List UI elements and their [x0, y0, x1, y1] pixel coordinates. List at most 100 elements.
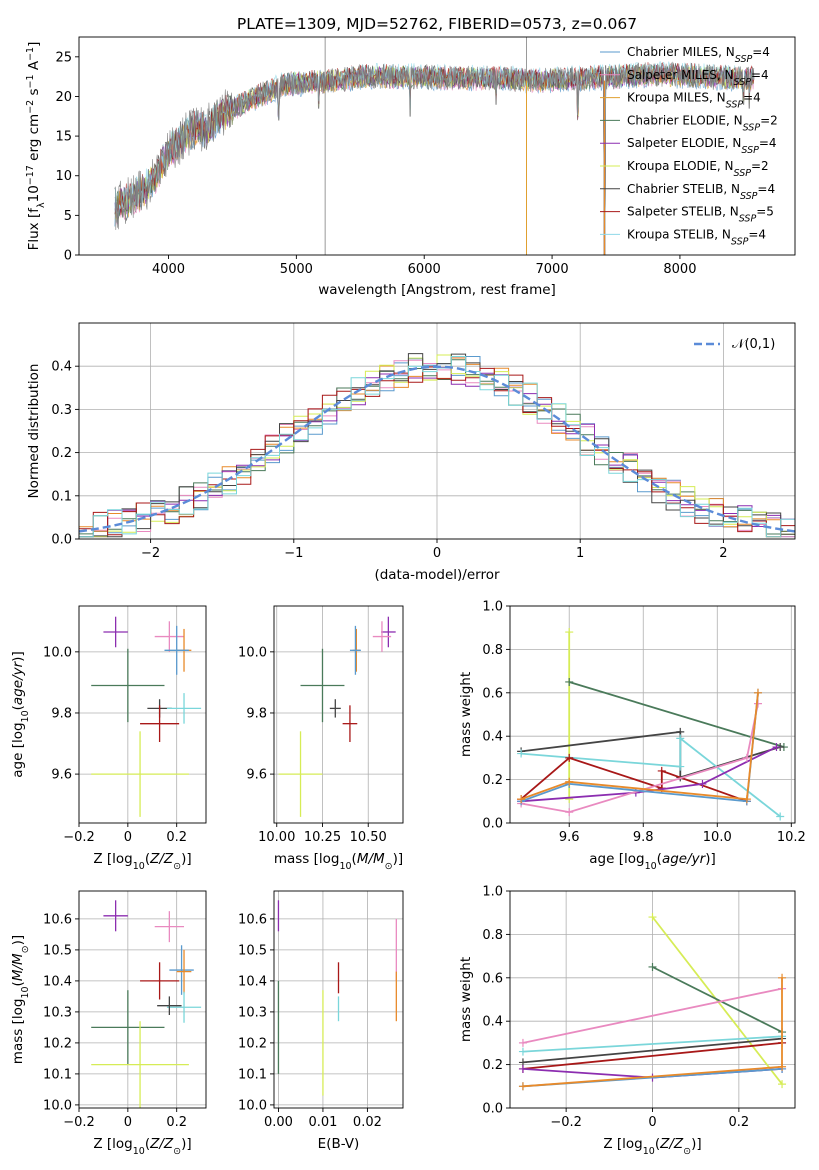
x-tick-label: 0.2 [166, 830, 187, 845]
y-tick-label: 0.2 [51, 446, 72, 461]
weight-series [520, 703, 759, 814]
legend-entry: Salpeter MILES, NSSP=4 [627, 68, 769, 88]
data-point [565, 628, 574, 637]
label-part: )] [393, 851, 404, 867]
data-point [565, 808, 574, 817]
data-point [778, 1080, 787, 1089]
y-tick-label: 20 [55, 90, 72, 105]
label-part: age/yr [662, 851, 707, 867]
y-tick-label: 0.6 [482, 971, 503, 986]
normal-curve [78, 365, 796, 533]
x-tick-label: 0.00 [264, 1115, 293, 1130]
plot-content [91, 616, 202, 817]
y-tick-label: 10.2 [238, 1036, 267, 1051]
y-tick-label: 15 [55, 130, 72, 145]
y-tick-label: 1.0 [482, 600, 503, 615]
label-part: Chabrier ELODIE, N [627, 113, 743, 127]
y-tick-label: 0.6 [482, 686, 503, 701]
data-point [565, 753, 574, 762]
data-point [778, 973, 787, 982]
label-part: −1 [25, 74, 36, 88]
y-tick-label: 0.2 [482, 773, 503, 788]
x-axis-label: age [log10(age/yr)] [589, 851, 715, 872]
axes-frame [78, 890, 207, 1109]
y-tick-label: 10.2 [43, 1036, 72, 1051]
axes-frame [509, 605, 796, 824]
label-part: A [26, 60, 42, 74]
y-tick-label: 10.1 [43, 1067, 72, 1082]
data-point [742, 753, 751, 762]
x-tick-label: 5000 [280, 262, 313, 277]
data-point [778, 1062, 787, 1071]
label-part: SSP [735, 54, 753, 65]
label-part: Kroupa MILES, N [627, 91, 726, 105]
y-tick-label: 9.6 [51, 768, 72, 783]
axes-frame [78, 322, 796, 540]
x-tick-label: 0 [124, 1115, 132, 1130]
x-tick-label: 2 [719, 546, 727, 561]
data-point [518, 1047, 527, 1056]
y-tick-label: 0.1 [51, 489, 72, 504]
legend-entry: Chabrier ELODIE, NSSP=2 [627, 113, 778, 132]
plot-area [274, 606, 403, 823]
axes-frame [78, 605, 207, 824]
label-part: Salpeter STELIB, N [627, 205, 739, 219]
mass-weight-vs-z-panel: −0.2 0 0.2 0.0 0.2 0.4 0.6 0.8 1.0 Z [log10(Z/Z⊙)… [458, 885, 796, 1157]
x-tick-label: −1 [284, 546, 303, 561]
y-axis-label: mass [log10(M/M⊙)] [10, 935, 31, 1064]
label-part: )] [10, 651, 26, 662]
label-part: s [26, 88, 42, 99]
x-tick-label: 8000 [663, 262, 696, 277]
y-tick-label: 10.0 [238, 645, 267, 660]
x-tick-label: −0.2 [63, 1115, 95, 1130]
x-axis-label: mass [log10(M/M⊙)] [274, 851, 403, 872]
data-point [676, 762, 685, 771]
x-tick-label: 10.0 [703, 830, 732, 845]
y-tick-label: 10.4 [43, 974, 72, 989]
legend-entry: Salpeter ELODIE, NSSP=4 [627, 136, 777, 156]
y-tick-label: 0.0 [482, 1102, 503, 1117]
x-tick-label: 0.02 [353, 1115, 382, 1130]
label-part: 10 [645, 861, 657, 872]
label-part: =4 [743, 91, 761, 105]
legend-entry: 𝒩(0,1) [732, 337, 775, 352]
x-tick-label: 0 [648, 1115, 656, 1130]
legend-entry: Chabrier MILES, NSSP=4 [627, 45, 770, 65]
y-axis-label: Flux [fλ10−17 erg cm−2 s−1 A−1] [25, 42, 47, 251]
label-part: 10 [643, 1146, 655, 1157]
x-tick-label: 10.25 [304, 830, 341, 845]
label-part: SSP [734, 168, 752, 179]
x-tick-label: 9.8 [633, 830, 654, 845]
age-vs-mass-panel: 10.00 10.25 10.50 9.6 9.8 10.0 mass [log10(M/M… [238, 605, 404, 872]
label-part: mass [log [10, 999, 26, 1065]
data-point [518, 1064, 527, 1073]
label-part: age [log [10, 722, 26, 777]
label-part: ⊙ [173, 861, 181, 872]
label-part: ( [145, 1136, 150, 1152]
y-tick-label: 0.2 [482, 1058, 503, 1073]
label-part: SSP [734, 76, 752, 87]
x-tick-label: −0.2 [63, 830, 95, 845]
legend-entry: Kroupa STELIB, NSSP=4 [627, 227, 766, 247]
label-part: 10 [20, 710, 31, 722]
y-tick-label: 1.0 [482, 885, 503, 900]
data-point [565, 795, 574, 804]
label-part: )] [181, 1136, 192, 1152]
label-part: ( [657, 851, 662, 867]
label-part: M/M [357, 851, 385, 867]
y-tick-label: 9.8 [246, 706, 267, 721]
mass-vs-ebv-panel: 0.00 0.01 0.02 10.0 10.1 10.2 10.3 10.4 10.5 10.6… [238, 890, 404, 1152]
y-tick-label: 5 [64, 209, 72, 224]
label-part: 10 [20, 986, 31, 998]
mass-vs-z-panel: −0.2 0 0.2 10.0 10.1 10.2 10.3 10.4 10.5 10.6 Z [l… [10, 890, 207, 1157]
label-part: −17 [25, 165, 36, 185]
label-part: 10 [26, 185, 42, 202]
x-tick-label: 6000 [408, 262, 441, 277]
label-part: ⊙ [20, 945, 31, 953]
data-point [518, 1082, 527, 1091]
weight-series [521, 746, 777, 803]
label-part: Z [log [93, 851, 132, 867]
histogram-series [79, 356, 795, 538]
label-part: Salpeter ELODIE, N [627, 136, 741, 150]
label-part: age [log [589, 851, 644, 867]
